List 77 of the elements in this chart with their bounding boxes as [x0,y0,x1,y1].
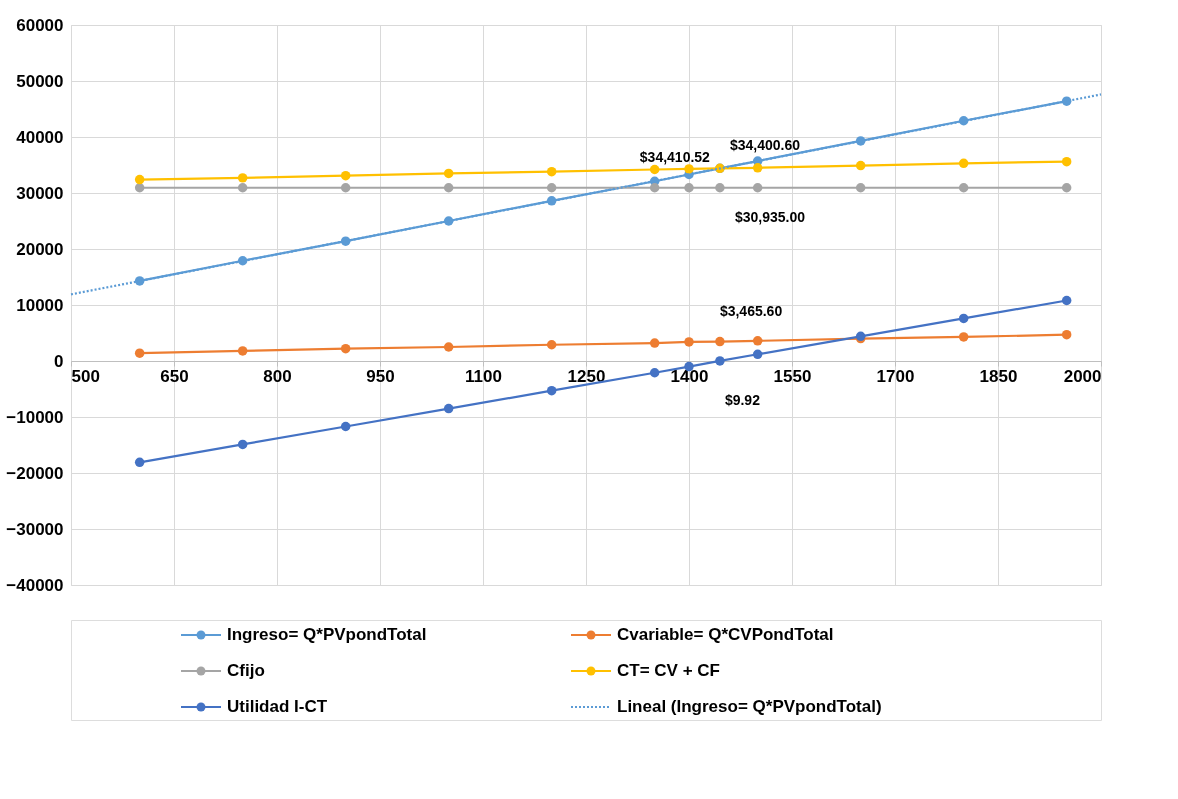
point [684,164,694,174]
data-label: $34,400.60 [729,137,801,154]
point [546,340,557,350]
x-tick-label: 1850 [979,366,1018,386]
data-label: $9.92 [724,391,761,408]
point [752,349,763,360]
point [237,173,248,183]
legend-label: Utilidad I-CT [227,697,328,716]
point [715,183,725,193]
point [340,421,351,432]
y-tick-label: 10000 [16,295,64,315]
y-tick-label: 30000 [16,183,64,203]
x-tick-label: 1550 [773,366,812,386]
point [134,183,145,193]
point [237,346,248,356]
x-tick-label: 650 [160,366,189,386]
legend-label: Lineal (Ingreso= Q*PVpondTotal) [617,697,882,716]
point [1061,156,1072,167]
point [958,158,969,169]
x-tick-label: 1700 [876,366,915,386]
y-tick-label: 0 [54,351,64,371]
point [958,313,969,324]
data-label: $30,935.00 [734,208,806,225]
point [546,166,557,177]
point [684,183,694,193]
legend-label: Cvariable= Q*CVPondTotal [617,625,834,644]
x-tick-label: 950 [366,366,395,386]
x-tick-label: 1100 [465,366,502,386]
point [1061,183,1072,193]
point [752,183,763,193]
point [340,183,351,193]
y-tick-label: 60000 [16,15,64,35]
point [649,183,660,193]
x-tick-label: 1250 [567,366,606,386]
y-tick-label: −20000 [6,463,64,483]
point [134,348,145,358]
y-tick-label: −10000 [6,407,64,427]
point [1061,295,1072,306]
point [546,183,557,193]
point [443,168,454,179]
point [1061,329,1072,340]
point [340,343,351,354]
data-label: $34,410.52 [639,149,711,166]
point [134,457,145,468]
point [443,342,454,352]
y-tick-label: −30000 [6,519,64,539]
point [715,336,725,347]
x-tick-label: 500 [71,366,100,386]
point [237,439,248,450]
point [752,163,763,173]
x-tick-label: 2000 [1063,366,1102,386]
data-label: $3,465.60 [719,302,783,319]
x-tick-label: 800 [263,366,292,386]
point [752,336,763,346]
x-tick-label: 1400 [670,366,709,386]
point [649,368,660,378]
y-tick-label: 40000 [16,127,64,147]
y-tick-label: −40000 [6,575,64,595]
point [855,183,866,193]
point [715,356,725,366]
legend-label: CT= CV + CF [617,661,720,680]
point [684,337,694,347]
point [958,183,969,193]
legend-label: Cfijo [227,661,265,680]
point [134,174,145,185]
point [546,385,557,396]
y-tick-label: 20000 [16,239,64,259]
legend-label: Ingreso= Q*PVpondTotal [227,625,427,644]
point [855,160,866,171]
point [340,170,351,181]
point [237,183,248,193]
point [443,183,454,193]
point [958,332,969,342]
point [443,403,454,414]
point [649,164,660,175]
point [649,338,660,348]
y-tick-label: 50000 [16,71,64,91]
